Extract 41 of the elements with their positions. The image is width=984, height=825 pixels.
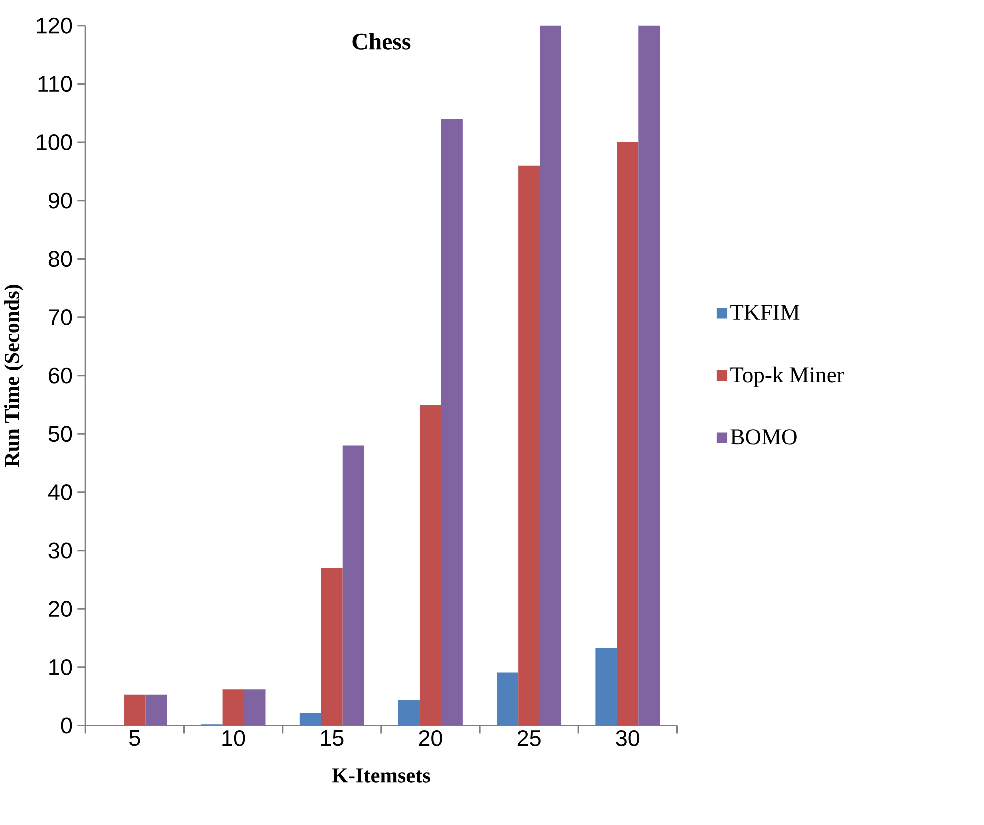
x-tick-label: 15 <box>321 730 344 746</box>
bar <box>146 694 168 726</box>
y-tick-label: 10 <box>50 659 72 676</box>
y-tick-label: 60 <box>49 368 72 384</box>
bar <box>398 700 420 726</box>
y-tick-label: 90 <box>49 192 72 209</box>
bar <box>441 119 463 726</box>
x-tick-label: 30 <box>616 730 640 746</box>
x-tick-label: 5 <box>130 730 140 746</box>
y-tick-label: 70 <box>49 309 72 326</box>
bar <box>244 690 266 726</box>
y-tick-label: 20 <box>49 601 72 618</box>
bar <box>518 166 540 726</box>
bar <box>497 672 519 726</box>
y-tick-label: 120 <box>37 18 72 34</box>
y-tick-label: 40 <box>48 484 72 500</box>
bar <box>342 446 364 726</box>
y-tick-label: 50 <box>48 426 72 442</box>
bar <box>420 404 442 726</box>
legend-label: BOMO <box>730 430 797 445</box>
bar <box>638 26 660 726</box>
bar <box>300 713 322 726</box>
legend-label: TKFIM <box>730 304 800 320</box>
y-tick-label: 30 <box>48 542 72 559</box>
y-axis-title: Run Time (Seconds) <box>4 284 24 468</box>
y-tick-label: 0 <box>61 718 72 734</box>
bar <box>321 568 343 726</box>
y-tick-label: 100 <box>37 134 72 150</box>
bar <box>617 142 639 726</box>
legend-label: Top-k Miner <box>730 366 844 388</box>
x-tick-label: 25 <box>518 730 541 746</box>
x-tick-label: 20 <box>419 730 442 746</box>
x-tick-label: 10 <box>222 730 246 746</box>
y-tick-label: 80 <box>48 251 72 268</box>
bar <box>124 694 146 726</box>
bar <box>596 648 618 726</box>
bar <box>222 690 244 726</box>
chart-title: Chess <box>352 32 411 50</box>
y-tick-label: 110 <box>38 76 72 92</box>
bar <box>540 26 562 726</box>
x-axis-title: K-Itemsets <box>332 768 430 783</box>
